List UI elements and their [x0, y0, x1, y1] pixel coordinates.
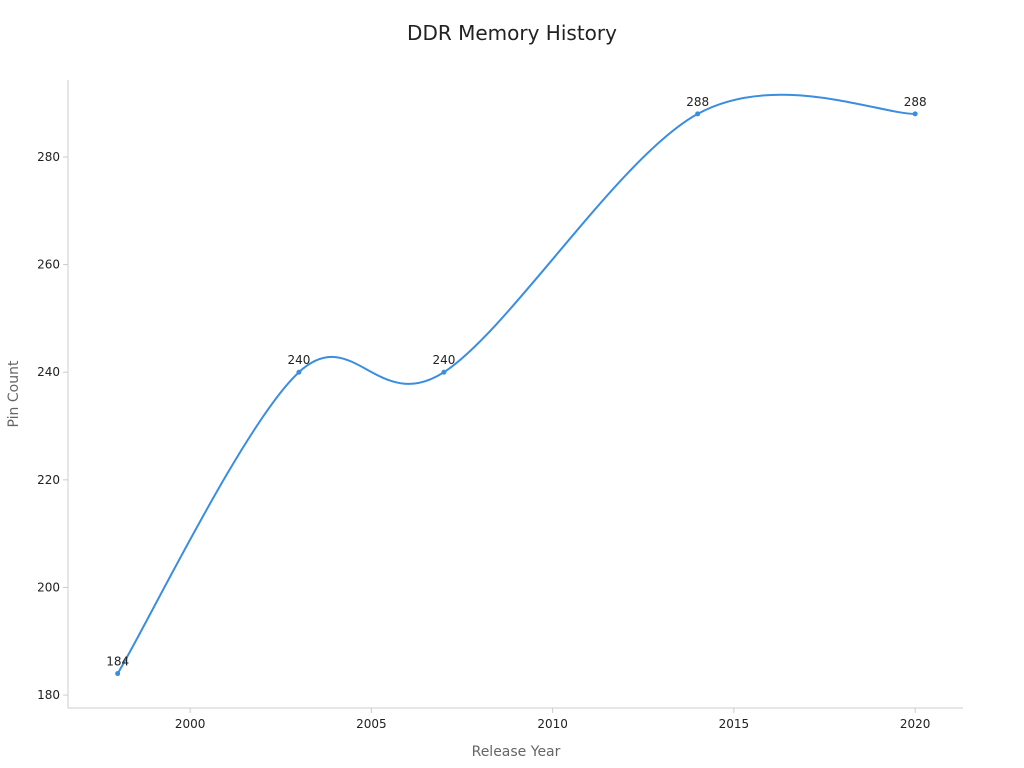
x-tick-label: 2000: [175, 717, 206, 731]
y-tick-label: 220: [37, 473, 60, 487]
point: [912, 111, 918, 117]
x-tick-label: 2015: [719, 717, 750, 731]
y-tick-label: 180: [37, 688, 60, 702]
data-label: 240: [287, 353, 310, 367]
y-tick-label: 260: [37, 258, 60, 272]
chart-title: DDR Memory History: [407, 21, 617, 45]
y-axis-title: Pin Count: [6, 360, 22, 427]
line: [116, 93, 916, 675]
point: [441, 369, 447, 375]
data-label: 184: [106, 655, 129, 669]
x-axis-title: Release Year: [472, 744, 561, 760]
data-label: 240: [432, 353, 455, 367]
x-tick-label: 2020: [900, 717, 931, 731]
y-tick-label: 200: [37, 580, 60, 594]
point: [695, 111, 701, 117]
x-tick-label: 2005: [356, 717, 387, 731]
data-label: 288: [686, 95, 709, 109]
data-label: 288: [904, 95, 927, 109]
y-tick-label: 240: [37, 365, 60, 379]
point: [115, 671, 121, 677]
y-tick-label: 280: [37, 150, 60, 164]
x-tick-label: 2010: [537, 717, 568, 731]
point: [296, 369, 302, 375]
